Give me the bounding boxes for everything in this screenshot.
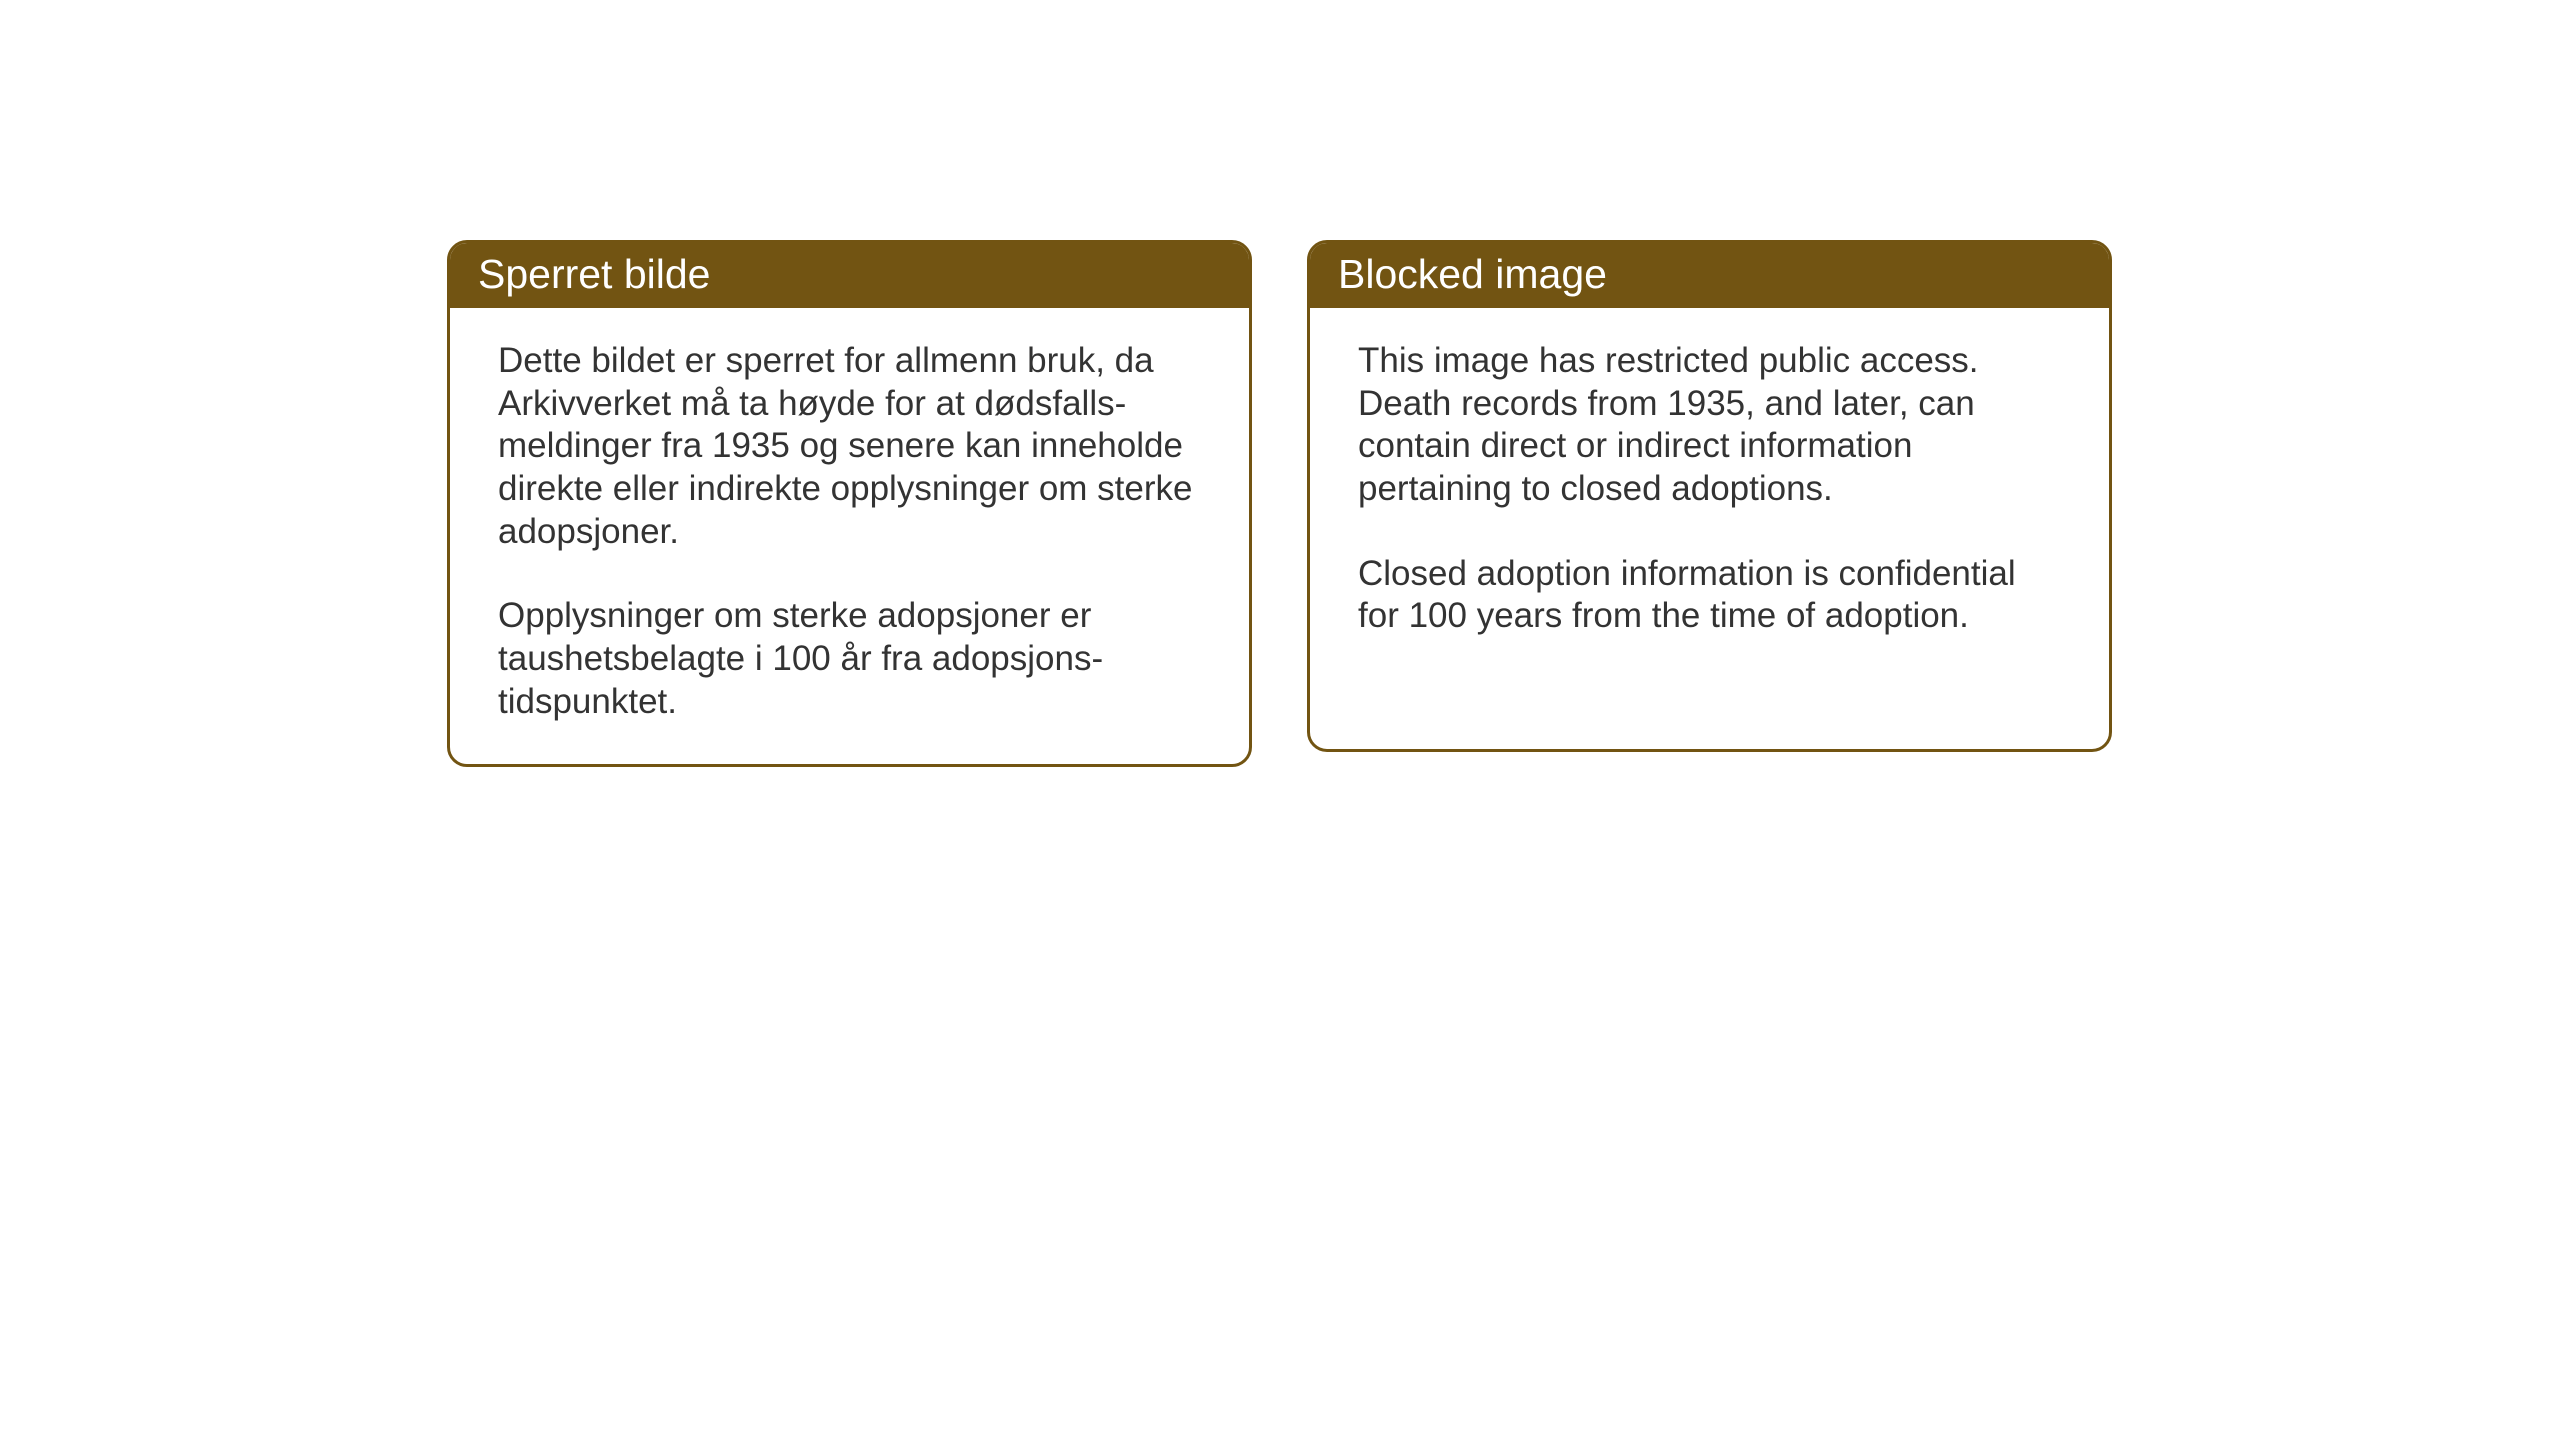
english-paragraph-2: Closed adoption information is confident…	[1358, 553, 2061, 638]
norwegian-card-title: Sperret bilde	[450, 243, 1249, 308]
english-paragraph-1: This image has restricted public access.…	[1358, 340, 2061, 511]
norwegian-paragraph-1: Dette bildet er sperret for allmenn bruk…	[498, 340, 1201, 553]
notice-cards-container: Sperret bilde Dette bildet er sperret fo…	[447, 240, 2112, 767]
english-card-title: Blocked image	[1310, 243, 2109, 308]
norwegian-paragraph-2: Opplysninger om sterke adopsjoner er tau…	[498, 595, 1201, 723]
norwegian-card-body: Dette bildet er sperret for allmenn bruk…	[450, 308, 1249, 764]
english-notice-card: Blocked image This image has restricted …	[1307, 240, 2112, 752]
norwegian-notice-card: Sperret bilde Dette bildet er sperret fo…	[447, 240, 1252, 767]
english-card-body: This image has restricted public access.…	[1310, 308, 2109, 678]
